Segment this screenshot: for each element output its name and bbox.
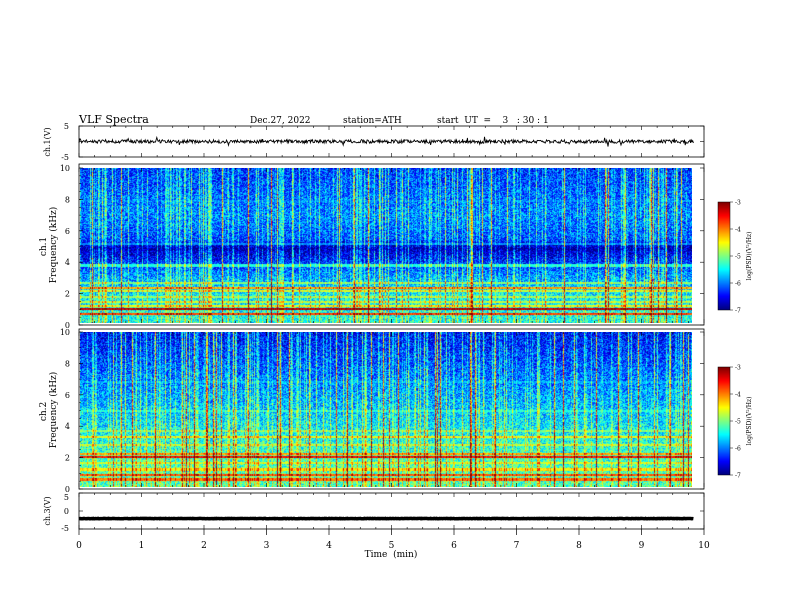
ch2-spectrogram-panel: 10 8 6 4 2 0 ch.2 Frequency (kHz) (39, 328, 705, 494)
figure-title: VLF Spectra (78, 113, 149, 126)
time-axis-tick-label: 0 (76, 541, 82, 551)
ch1-spectrogram-image (80, 168, 692, 323)
ch3-waveform-panel: ch.3(V) 5 0 -5 (43, 492, 705, 533)
ch2-spec-ytick-label: 2 (65, 454, 70, 463)
ch3-waveform-frame (78, 492, 705, 530)
ch2-cbar-tick-label: -6 (735, 446, 741, 453)
ch2-spectrogram-ticks: 10 8 6 4 2 0 (60, 328, 705, 494)
time-axis-tick-label: 8 (576, 541, 582, 551)
time-axis: 0 1 2 3 4 5 6 7 8 9 10 (76, 529, 710, 551)
ch1-waveform-panel: ch.1(V) 5 -5 (43, 122, 705, 162)
ch2-cbar-tick-label: -5 (735, 419, 741, 426)
date-label: Dec.27, 2022 (250, 116, 311, 126)
ch1-spectrogram-ticks: 10 8 6 4 2 0 (60, 164, 705, 330)
ch2-colorbar-ticks: -3 -4 -5 -6 -7 (730, 365, 741, 480)
ch1-spec-ytick-label: 2 (65, 290, 70, 299)
ch3-ytick-top: 5 (64, 493, 69, 502)
ch2-spec-ytick-label: 10 (60, 328, 70, 337)
ch1-spectrogram-panel: 10 8 6 4 2 0 ch.1 Frequency (kHz) (39, 163, 705, 330)
ch2-spectrogram-image (80, 332, 692, 487)
time-axis-tick-label: 2 (201, 541, 207, 551)
ch1-colorbar-label: log(PSD)(V²/Hz) (746, 232, 753, 281)
time-axis-label: Time (min) (365, 549, 418, 560)
ch1-spec-ylabel-text: ch.1 (39, 237, 49, 256)
ch1-wave-trace (78, 135, 694, 148)
ch1-colorbar: -3 -4 -5 -6 -7 log(PSD)(V²/Hz) (717, 200, 753, 315)
ch2-spec-ytick-label: 4 (65, 422, 70, 431)
ch1-ylabel: ch.1(V) (43, 127, 52, 156)
ch3-waveform-plot (78, 492, 705, 530)
ch2-cbar-tick-label: -3 (735, 365, 741, 372)
ch1-ytick-top: 5 (64, 122, 69, 131)
time-axis-tick-label: 5 (389, 541, 395, 551)
time-axis-tick-label: 7 (514, 541, 520, 551)
ch1-spec-ytick-label: 10 (60, 164, 70, 173)
ch2-cbar-tick-label: -4 (735, 392, 741, 399)
ch1-spec-ylabel-text-line2: Frequency (kHz) (48, 207, 59, 284)
time-axis-tick-label: 6 (451, 541, 457, 551)
ch1-colorbar-ticks: -3 -4 -5 -6 -7 (730, 200, 741, 315)
ch2-spec-ylabel-text: ch.2 (39, 402, 49, 421)
ch3-ytick-mid: 0 (64, 507, 69, 516)
ch1-spec-ytick-label: 6 (65, 227, 70, 236)
ch3-ylabel: ch.3(V) (43, 496, 52, 525)
time-axis-tick-label: 1 (139, 541, 145, 551)
ch2-spec-ytick-label: 8 (65, 359, 70, 368)
ch2-spec-ytick-label: 6 (65, 391, 70, 400)
station-label: station=ATH (343, 116, 402, 126)
ch2-colorbar-gradient (718, 367, 730, 475)
ch1-cbar-tick-label: -4 (735, 227, 741, 234)
ch2-spec-ylabel: ch.2 Frequency (kHz) (39, 372, 59, 449)
ch2-spec-ylabel-text-line2: Frequency (kHz) (48, 372, 59, 449)
ch1-spec-ytick-label: 4 (65, 258, 70, 267)
ch2-colorbar-label: log(PSD)(V²/Hz) (746, 397, 753, 446)
ch1-spec-ytick-label: 0 (65, 321, 70, 330)
ch1-cbar-tick-label: -3 (735, 200, 741, 207)
ch2-colorbar: -3 -4 -5 -6 -7 log(PSD)(V²/Hz) (717, 365, 753, 480)
ch1-spec-ytick-label: 8 (65, 195, 70, 204)
ch1-colorbar-gradient (718, 202, 730, 310)
ch1-waveform-plot (78, 125, 705, 158)
ch3-ytick-bottom: -5 (61, 524, 69, 533)
start-ut-label: start UT = 3 : 30 : 1 (437, 116, 549, 126)
ch1-cbar-tick-label: -7 (735, 308, 741, 315)
ch1-spec-ylabel: ch.1 Frequency (kHz) (39, 207, 59, 284)
time-axis-tick-label: 10 (698, 541, 710, 551)
time-axis-tick-label: 4 (326, 541, 332, 551)
ch1-ytick-bottom: -5 (61, 153, 69, 162)
ch1-cbar-tick-label: -5 (735, 254, 741, 261)
time-axis-tick-label: 9 (639, 541, 645, 551)
ch2-cbar-tick-label: -7 (735, 473, 741, 480)
ch2-spec-ytick-label: 0 (65, 485, 70, 494)
time-axis-tick-label: 3 (264, 541, 270, 551)
ch1-cbar-tick-label: -6 (735, 281, 741, 288)
